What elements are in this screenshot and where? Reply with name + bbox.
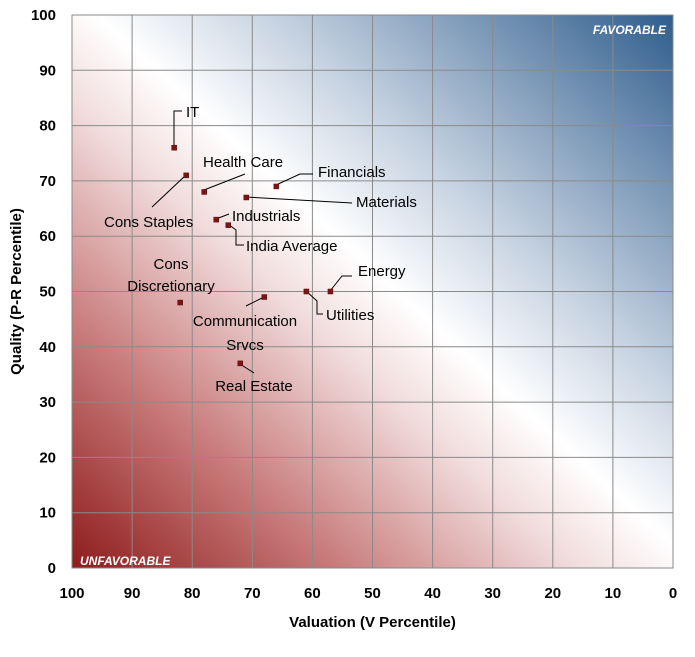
leader-line-financials xyxy=(275,173,313,186)
point-real-estate xyxy=(237,360,244,367)
point-health-care xyxy=(201,189,207,195)
x-tick-label: 80 xyxy=(184,585,201,602)
x-tick-label: 90 xyxy=(124,585,141,602)
x-tick-label: 100 xyxy=(59,585,84,602)
y-tick-label: 100 xyxy=(31,7,56,24)
y-tick-label: 10 xyxy=(39,505,56,522)
point-communication-srvcs xyxy=(261,294,268,300)
y-axis-ticks: 0 10 20 30 40 50 60 70 80 90 100 xyxy=(31,7,56,577)
y-tick-label: 70 xyxy=(39,173,56,190)
x-tick-label: 20 xyxy=(544,585,561,602)
y-tick-label: 20 xyxy=(39,449,56,466)
label-cons-staples: Cons Staples xyxy=(104,214,193,231)
leader-line-communication-srvcs xyxy=(245,296,265,307)
x-tick-label: 10 xyxy=(605,585,622,602)
y-tick-label: 30 xyxy=(39,394,56,411)
point-industrials xyxy=(213,216,219,223)
label-health-care: Health Care xyxy=(203,154,283,171)
label-industrials: Industrials xyxy=(232,208,300,225)
leader-line-materials xyxy=(245,196,353,204)
label-materials: Materials xyxy=(356,194,417,211)
x-tick-label: 60 xyxy=(304,585,321,602)
label-it: IT xyxy=(186,104,199,121)
point-india-average xyxy=(225,222,232,228)
x-tick-label: 40 xyxy=(424,585,441,602)
label-financials: Financials xyxy=(318,164,386,181)
y-tick-label: 80 xyxy=(39,118,56,135)
unfavorable-label: UNFAVORABLE xyxy=(80,554,171,568)
y-tick-label: 50 xyxy=(39,284,56,301)
point-financials xyxy=(273,183,280,190)
y-axis-title: Quality (P-R Percentile) xyxy=(8,208,25,375)
y-tick-label: 60 xyxy=(39,228,56,245)
leader-line-energy xyxy=(329,275,352,292)
point-labels: IT Health Care Financials Cons Staples Mater… xyxy=(104,104,417,395)
grid-lines xyxy=(71,14,674,569)
leader-line-it xyxy=(173,110,182,146)
leader-line-utilities xyxy=(305,290,323,315)
label-communication-srvcs: Communication Srvcs xyxy=(193,313,297,354)
point-it xyxy=(171,144,177,151)
point-cons-staples xyxy=(183,172,189,179)
point-materials xyxy=(243,194,250,201)
y-tick-label: 0 xyxy=(48,560,56,577)
label-real-estate: Real Estate xyxy=(215,378,293,395)
y-tick-label: 40 xyxy=(39,339,56,356)
label-india-average: India Average xyxy=(246,238,337,255)
label-leader-lines xyxy=(151,110,353,374)
x-axis-title: Valuation (V Percentile) xyxy=(289,614,456,631)
leader-line-health-care xyxy=(203,173,246,191)
plot-border xyxy=(71,14,674,569)
point-cons-discretionary xyxy=(177,299,183,306)
leader-line-cons-staples xyxy=(151,174,187,208)
point-energy xyxy=(327,288,334,295)
leader-line-india-average xyxy=(227,223,244,246)
point-utilities xyxy=(303,288,310,295)
data-markers xyxy=(171,144,334,367)
label-cons-discretionary: Cons Discretionary xyxy=(127,256,215,295)
x-tick-label: 70 xyxy=(244,585,261,602)
x-tick-label: 50 xyxy=(364,585,381,602)
label-utilities: Utilities xyxy=(326,307,374,324)
favorable-label: FAVORABLE xyxy=(593,23,667,37)
x-axis-ticks: 100 90 80 70 60 50 40 30 20 10 0 xyxy=(59,585,677,602)
label-energy: Energy xyxy=(358,263,406,280)
x-tick-label: 0 xyxy=(669,585,677,602)
y-tick-label: 90 xyxy=(39,62,56,79)
x-tick-label: 30 xyxy=(484,585,501,602)
